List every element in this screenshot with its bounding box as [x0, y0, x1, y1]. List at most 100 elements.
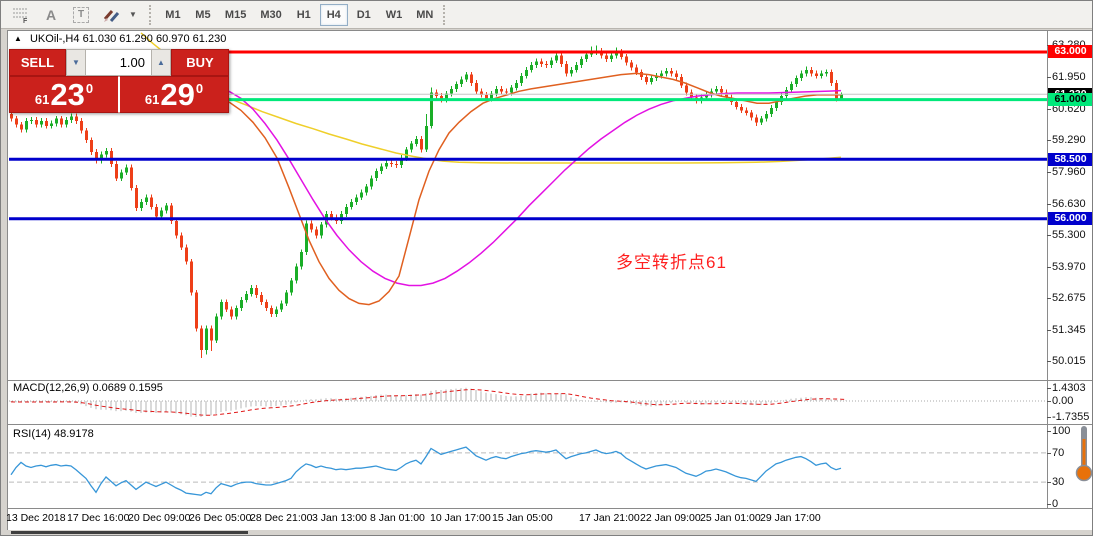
rsi-tick-label: 30 [1052, 476, 1065, 488]
time-axis-label: 3 Jan 13:00 [312, 512, 367, 524]
rsi-tick-mark [1047, 482, 1051, 483]
price-tick-label: 55.300 [1052, 229, 1086, 241]
time-axis-label: 26 Dec 05:00 [189, 512, 252, 524]
price-badge-63.000: 63.000 [1048, 45, 1092, 58]
time-axis-label: 22 Jan 09:00 [640, 512, 701, 524]
price-tick-mark [1047, 172, 1051, 173]
pane-separator[interactable] [7, 380, 1092, 381]
pane-separator [7, 30, 1092, 31]
buy-price-display[interactable]: 61 29 0 [119, 76, 229, 113]
window-left-border [1, 29, 7, 535]
macd-tick-mark [1047, 417, 1051, 418]
price-tick-mark [1047, 77, 1051, 78]
chart-title: ▲ UKOil-,H4 61.030 61.290 60.970 61.230 [14, 33, 226, 45]
pane-separator [7, 508, 1092, 509]
rsi-line [10, 446, 842, 496]
toolbar-separator [148, 4, 151, 25]
time-axis-label: 28 Dec 21:00 [250, 512, 313, 524]
macd-tick-label: 0.00 [1052, 395, 1074, 407]
chart-annotation-text: 多空转折点61 [616, 253, 727, 272]
crayon-icon[interactable] [99, 4, 123, 26]
time-axis-label: 13 Dec 2018 [6, 512, 66, 524]
time-axis-label: 17 Jan 21:00 [579, 512, 640, 524]
chart-ohlc-values: 61.030 61.290 60.970 61.230 [82, 33, 227, 45]
timeframe-button-m1[interactable]: M1 [165, 8, 181, 21]
timeframe-button-m15[interactable]: M15 [224, 8, 247, 21]
price-tick-label: 50.015 [1052, 355, 1086, 367]
text-icon[interactable]: A [45, 6, 57, 23]
rsi-label: RSI(14) 48.9178 [13, 428, 94, 440]
rsi-tick-label: 100 [1052, 425, 1071, 437]
rsi-tick-mark [1047, 504, 1051, 505]
price-tick-mark [1047, 140, 1051, 141]
ma-orange-fast [228, 72, 841, 306]
timeframe-button-m5[interactable]: M5 [195, 8, 211, 21]
bottom-strip [1, 530, 1092, 535]
ma-magenta-slow [228, 89, 842, 287]
time-axis-label: 8 Jan 01:00 [370, 512, 425, 524]
price-tick-label: 61.950 [1052, 71, 1086, 83]
price-tick-mark [1047, 298, 1051, 299]
price-badge-58.500: 58.500 [1048, 153, 1092, 166]
timeframe-button-h4[interactable]: H4 [319, 3, 348, 26]
price-tick-mark [1047, 204, 1051, 205]
dropdown-arrow-icon[interactable]: ▼ [129, 10, 137, 19]
price-tick-label: 51.345 [1052, 324, 1086, 336]
price-tick-label: 52.675 [1052, 292, 1086, 304]
price-badge-61.000: 61.000 [1048, 93, 1092, 106]
pane-separator[interactable] [7, 424, 1092, 425]
rsi-tick-label: 70 [1052, 447, 1065, 459]
timeframe-button-mn[interactable]: MN [416, 8, 434, 21]
time-axis-label: 15 Jan 05:00 [492, 512, 553, 524]
price-tick-mark [1047, 109, 1051, 110]
macd-tick-label: -1.7355 [1052, 411, 1090, 423]
rsi-tick-label: 0 [1052, 498, 1059, 510]
time-axis-label: 20 Dec 09:00 [128, 512, 191, 524]
thermometer-icon [1075, 426, 1092, 482]
timeframe-button-m30[interactable]: M30 [260, 8, 282, 21]
toolbar-separator [443, 4, 446, 25]
toolbar: F A T ▼ M1 M5 M15 M30 H1 H4 D1 W1 MN [1, 1, 1092, 29]
sell-button[interactable]: SELL [9, 49, 66, 76]
timeframe-button-w1[interactable]: W1 [385, 8, 403, 21]
price-axis-border [1047, 30, 1048, 508]
price-badge-56.000: 56.000 [1048, 212, 1092, 225]
time-axis-label: 10 Jan 17:00 [430, 512, 491, 524]
macd-tick-mark [1047, 388, 1051, 389]
time-axis-label: 25 Jan 01:00 [700, 512, 761, 524]
chart-symbol: UKOil-,H4 [29, 33, 80, 45]
buy-button[interactable]: BUY [171, 49, 229, 76]
price-tick-mark [1047, 330, 1051, 331]
timeframe-button-h1[interactable]: H1 [296, 8, 311, 21]
price-tick-label: 59.290 [1052, 134, 1086, 146]
sell-price-display[interactable]: 61 23 0 [9, 76, 119, 113]
time-axis-label: 29 Jan 17:00 [760, 512, 821, 524]
price-tick-mark [1047, 267, 1051, 268]
timeframe-buttons: M1 M5 M15 M30 H1 H4 D1 W1 MN [159, 3, 439, 26]
rsi-tick-mark [1047, 431, 1051, 432]
timeframe-button-d1[interactable]: D1 [356, 8, 371, 21]
macd-tick-label: 1.4303 [1052, 382, 1086, 394]
price-tick-label: 57.960 [1052, 166, 1086, 178]
macd-tick-mark [1047, 401, 1051, 402]
collapse-icon[interactable]: ▲ [14, 34, 22, 43]
price-tick-label: 56.630 [1052, 198, 1086, 210]
price-tick-mark [1047, 235, 1051, 236]
one-click-trading-panel: SELL ▼ ▲ BUY 61 23 0 61 29 0 [9, 49, 229, 113]
time-axis-label: 17 Dec 16:00 [67, 512, 130, 524]
rsi-tick-mark [1047, 453, 1051, 454]
volume-decrease-button[interactable]: ▼ [66, 49, 86, 76]
macd-label: MACD(12,26,9) 0.0689 0.1595 [13, 382, 163, 394]
label-icon[interactable]: T [69, 4, 93, 26]
price-tick-label: 53.970 [1052, 261, 1086, 273]
svg-text:F: F [23, 18, 28, 23]
fibonacci-icon[interactable]: F [9, 4, 33, 26]
bottom-scrollbar[interactable] [11, 531, 248, 534]
price-tick-mark [1047, 361, 1051, 362]
volume-input[interactable] [86, 49, 151, 76]
price-tick-label: 60.620 [1052, 103, 1086, 115]
chart-background [7, 30, 1092, 530]
volume-increase-button[interactable]: ▲ [151, 49, 171, 76]
